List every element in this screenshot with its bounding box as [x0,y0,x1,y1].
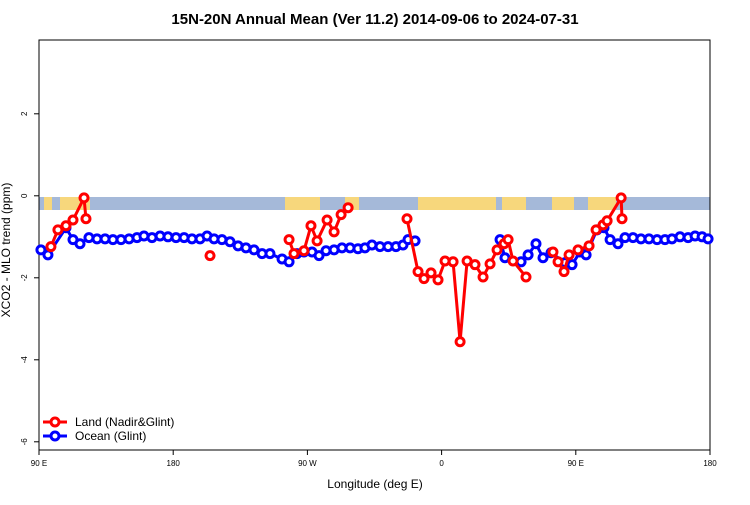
point [558,266,570,278]
point [469,259,481,271]
y-tick-label: -4 [20,356,29,364]
point [583,240,595,252]
chart-title: 15N-20N Annual Mean (Ver 11.2) 2014-09-0… [171,11,578,28]
point [604,234,616,246]
point [321,214,333,226]
point [530,238,542,250]
point [447,256,459,268]
point [552,256,564,268]
y-tick-label: -2 [20,274,29,282]
point [401,213,413,225]
legend-label: Land (Nadir&Glint) [75,415,174,429]
point [313,250,325,262]
point [80,213,92,225]
point [522,249,534,261]
point [342,202,354,214]
point [335,209,347,221]
point [283,234,295,246]
point [601,215,613,227]
point [590,224,602,236]
point [615,192,627,204]
y-tick-label: 0 [20,193,29,198]
point [412,266,424,278]
point [537,252,549,264]
point [67,214,79,226]
x-tick-label: 180 [167,459,181,468]
x-tick-label: 0 [439,459,444,468]
point [566,259,578,271]
point [283,256,295,268]
x-tick-label: 90 E [31,459,47,468]
point [45,241,57,253]
point [454,336,466,348]
point [432,274,444,286]
point [580,249,592,261]
point [288,248,300,260]
point [520,271,532,283]
point [60,220,72,232]
point [311,235,323,247]
point [502,234,514,246]
point [35,244,47,256]
x-tick-label: 90 E [568,459,584,468]
point [507,255,519,267]
point [298,245,310,257]
legend-label: Ocean (Glint) [75,429,146,443]
y-axis-label: XCO2 - MLO trend (ppm) [0,183,13,318]
point [52,224,64,236]
y-tick-label: -6 [20,438,29,446]
point [418,273,430,285]
point [484,258,496,270]
point [563,249,575,261]
point [224,236,236,248]
legend-marker [49,416,61,428]
point [702,233,714,245]
point [477,271,489,283]
x-tick-label: 180 [703,459,717,468]
point [305,220,317,232]
point [616,213,628,225]
point [328,226,340,238]
point [74,238,86,250]
x-axis-label: Longitude (deg E) [327,477,422,491]
x-tick-label: 90 W [298,459,317,468]
point [78,192,90,204]
point [572,244,584,256]
point [425,267,437,279]
point [491,244,503,256]
point [204,250,216,262]
point [264,248,276,260]
y-tick-label: 2 [20,111,29,116]
point [612,238,624,250]
point [547,246,559,258]
legend-marker [49,430,61,442]
map-strip [39,197,710,210]
